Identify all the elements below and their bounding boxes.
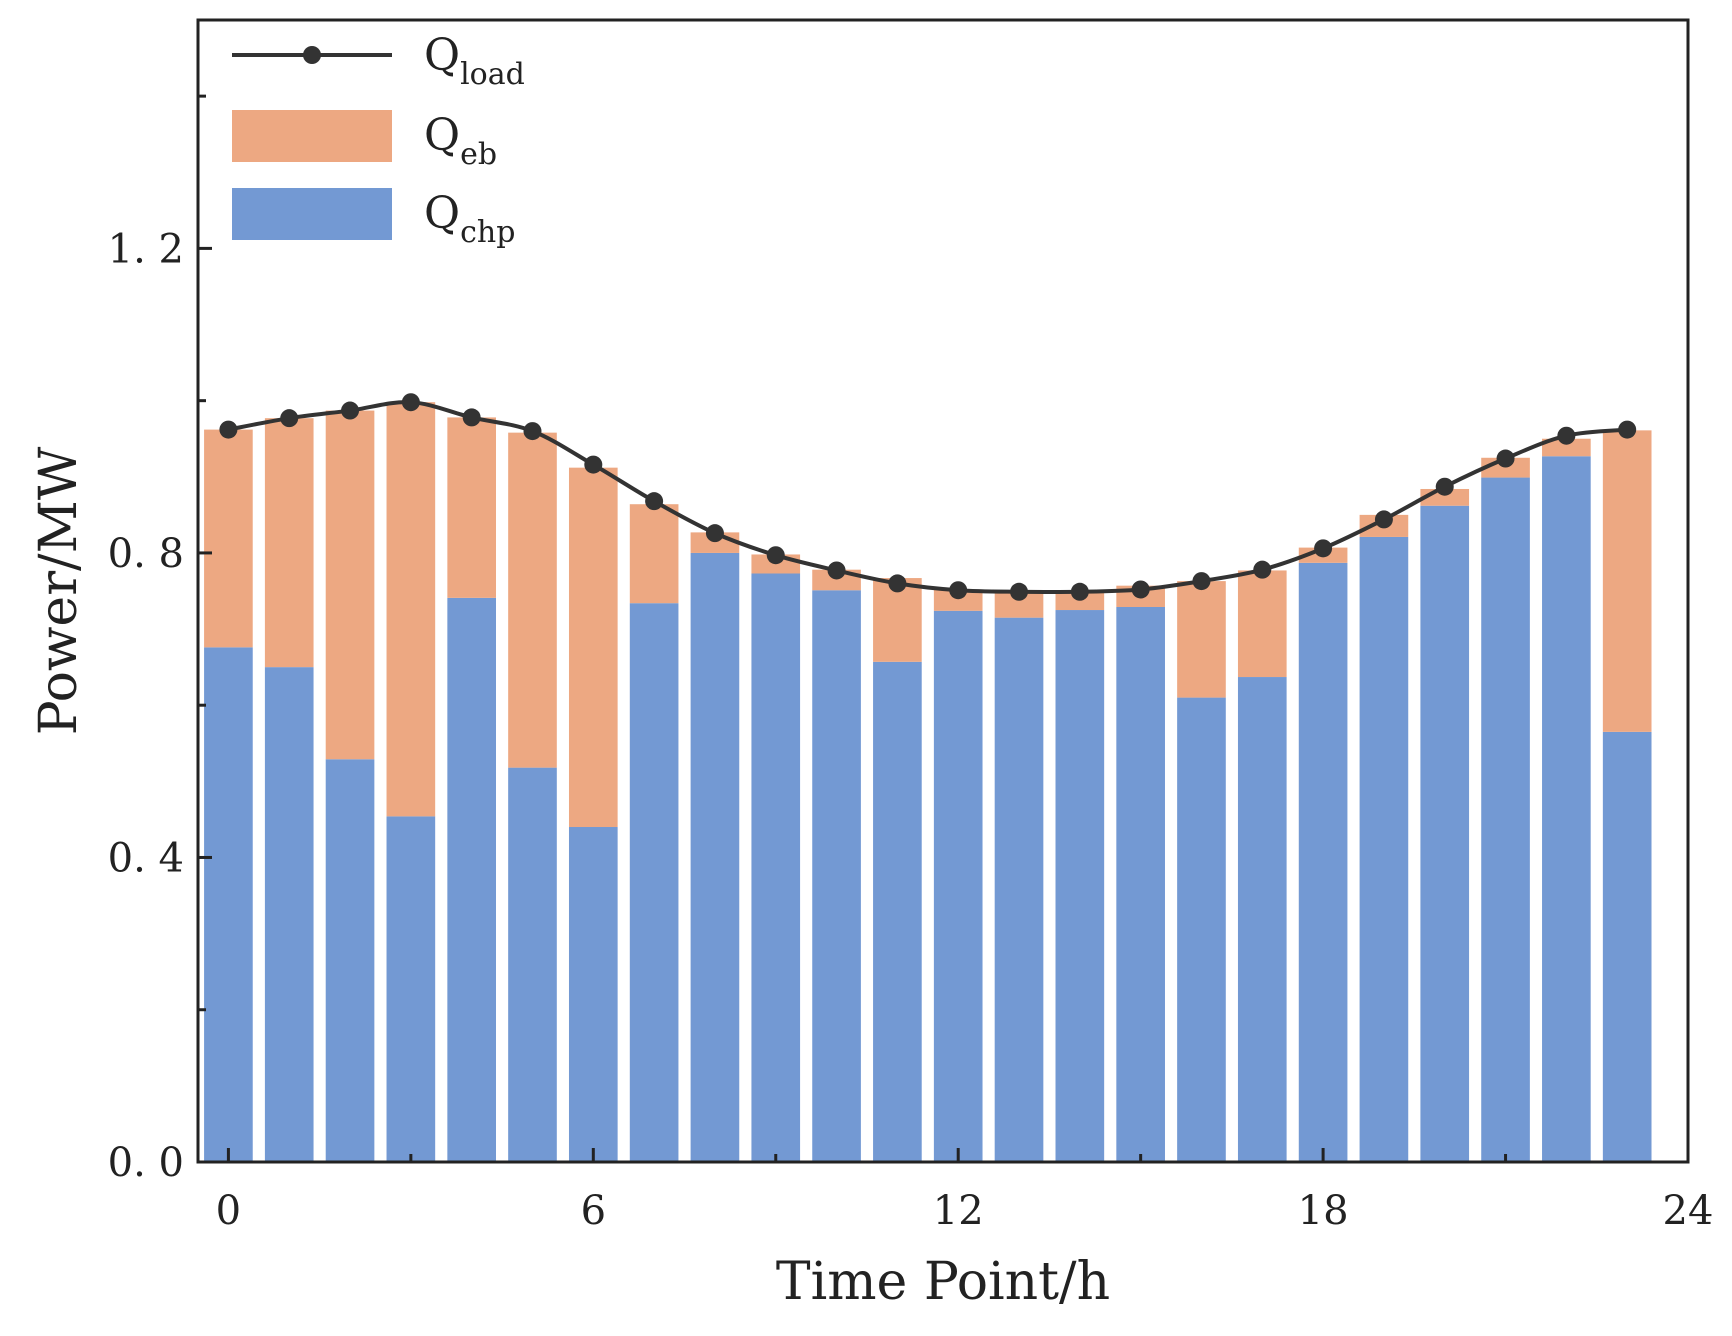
load-point-23 [1618,420,1637,439]
load-point-4 [462,408,481,427]
load-point-16 [1192,572,1211,591]
bar-eb-0 [204,429,253,648]
bar-eb-14 [1055,592,1105,611]
load-point-0 [219,420,238,439]
bar-chp-19 [1359,536,1409,1162]
bar-chp-16 [1177,697,1226,1162]
bar-chp-0 [204,647,253,1162]
bar-chp-21 [1481,477,1530,1162]
load-point-7 [645,492,664,511]
bar-chp-23 [1602,731,1652,1162]
legend-label-main: Q [424,110,460,161]
y-tick-label: 0. 8 [108,531,184,577]
y-tick-label: 0. 0 [108,1140,184,1186]
bar-chp-9 [751,573,801,1162]
legend-label-sub: chp [460,215,515,250]
load-point-22 [1557,426,1576,445]
bar-eb-23 [1602,430,1652,732]
load-point-13 [1010,582,1029,601]
load-point-3 [401,393,420,412]
bar-eb-1 [264,418,314,668]
load-point-19 [1374,510,1393,529]
legend-label-main: Q [424,188,460,239]
bar-chp-10 [812,590,861,1162]
load-point-18 [1314,539,1333,558]
load-point-10 [827,561,846,580]
load-point-8 [705,524,724,543]
load-point-17 [1253,560,1272,579]
legend-label-eb: Qeb [424,110,497,172]
y-axis-title: Power/MW [29,446,89,735]
load-point-5 [523,422,542,441]
bar-chp-4 [447,597,496,1162]
bar-chp-22 [1542,456,1591,1162]
bar-chp-8 [690,552,740,1162]
load-point-21 [1496,449,1515,468]
legend-label-load: Qload [424,30,525,92]
x-axis-title: Time Point/h [776,1252,1110,1312]
bar-eb-3 [386,402,436,817]
bar-eb-16 [1177,581,1226,698]
load-point-2 [341,401,360,420]
bar-chp-17 [1237,677,1287,1162]
legend-label-sub: load [460,57,525,92]
bars-layer [204,402,1652,1163]
bar-chp-1 [264,667,314,1162]
load-point-15 [1131,580,1150,599]
load-point-20 [1435,477,1454,496]
bar-eb-4 [447,417,496,598]
bar-chp-2 [325,759,375,1162]
x-tick-label: 12 [933,1188,984,1234]
load-point-9 [766,546,785,565]
bar-chp-14 [1055,610,1105,1162]
load-point-12 [949,581,968,600]
legend-label-main: Q [424,30,460,81]
bar-eb-2 [325,410,375,760]
load-point-11 [888,574,907,593]
bar-chp-7 [629,603,679,1162]
bar-chp-6 [568,827,618,1162]
bar-chp-18 [1298,562,1348,1162]
bar-chp-11 [873,661,922,1162]
bar-chp-3 [386,816,436,1162]
y-tick-label: 0. 4 [108,835,184,881]
bar-chp-12 [933,610,983,1162]
bar-eb-7 [629,504,679,604]
load-line-layer [219,393,1637,601]
axes-layer: 0. 0 0. 4 0. 8 1. 2 0 6 12 18 24 Time Point/h Powe… [29,18,1714,1312]
plot-frame [196,18,1690,1164]
bar-eb-22 [1542,438,1591,457]
legend-eb-swatch [232,110,392,162]
load-point-14 [1070,582,1089,601]
load-point-6 [584,455,603,474]
legend-chp-swatch [232,188,392,240]
bar-eb-5 [508,432,557,768]
x-tick-label: 0 [216,1188,241,1234]
x-tick-label: 6 [581,1188,606,1234]
x-tick-label: 18 [1298,1188,1349,1234]
legend-label-sub: eb [460,137,497,172]
legend-label-chp: Qchp [424,188,515,250]
bar-chp-20 [1420,505,1470,1163]
bar-eb-12 [933,589,983,611]
bar-chp-15 [1116,606,1165,1162]
x-tick-label: 24 [1663,1188,1714,1234]
y-tick-label: 1. 2 [108,226,184,272]
legend-load-marker [303,46,321,64]
load-point-1 [280,409,299,428]
bar-eb-6 [568,467,618,828]
bar-chp-5 [508,767,557,1162]
bar-eb-17 [1237,570,1287,678]
bar-chp-13 [994,617,1044,1162]
